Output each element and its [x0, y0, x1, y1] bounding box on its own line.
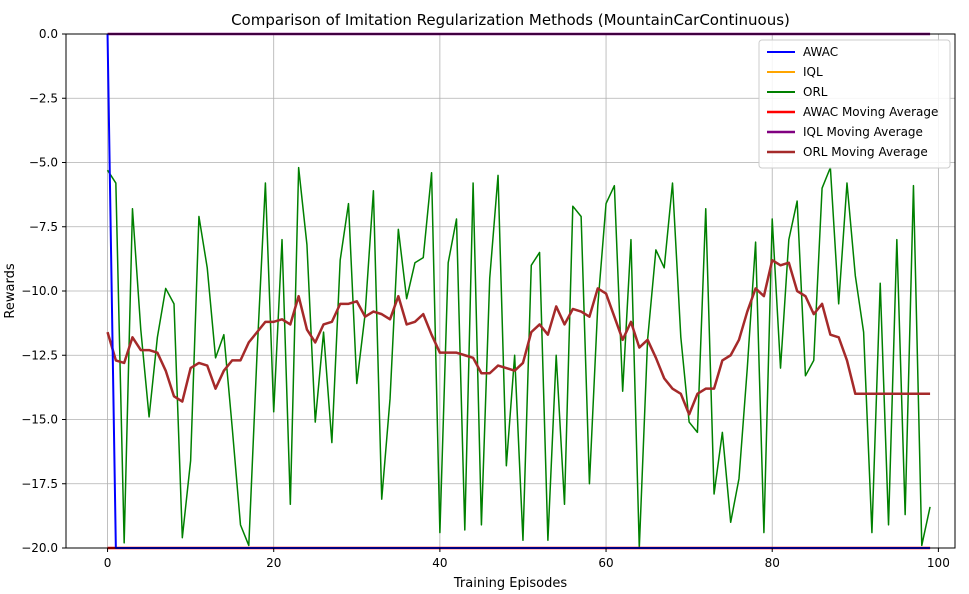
legend-box: [758, 39, 951, 169]
legend-label: IQL: [803, 65, 823, 79]
y-tick-label: −15.0: [21, 413, 58, 427]
legend: AWAC IQL ORL AWAC Moving Average IQL Moving …: [758, 39, 951, 169]
legend-label: AWAC Moving Average: [803, 105, 938, 119]
series-line-orl: [106, 166, 931, 549]
x-tick-label: 60: [598, 556, 613, 570]
y-tick-label: −17.5: [21, 477, 58, 491]
y-tick-label: −12.5: [21, 348, 58, 362]
x-tick-label: 80: [765, 556, 780, 570]
legend-label: ORL: [803, 85, 828, 99]
y-axis-label: Rewards: [3, 263, 18, 318]
x-tick-label: 0: [104, 556, 112, 570]
chart-title: Comparison of Imitation Regularization M…: [231, 11, 790, 29]
legend-label: IQL Moving Average: [803, 125, 923, 139]
x-tick-label: 100: [927, 556, 950, 570]
legend-label: ORL Moving Average: [803, 145, 928, 159]
legend-label: AWAC: [803, 45, 838, 59]
x-tick-label: 40: [432, 556, 447, 570]
series-line-orl-moving-average: [106, 258, 931, 416]
y-tick-label: −2.5: [29, 91, 58, 105]
x-axis-label: Training Episodes: [453, 576, 567, 591]
x-tick-label: 20: [266, 556, 281, 570]
y-tick-label: −10.0: [21, 284, 58, 298]
y-tick-label: 0.0: [39, 27, 58, 41]
y-tick-label: −5.0: [29, 156, 58, 170]
y-tick-label: −20.0: [21, 541, 58, 555]
axis-ticks: 0 20 40 60 80 100 0.0 −2.5 −5.0 −7.5 −10.0 −12.5 −15…: [21, 27, 950, 570]
y-tick-label: −7.5: [29, 220, 58, 234]
